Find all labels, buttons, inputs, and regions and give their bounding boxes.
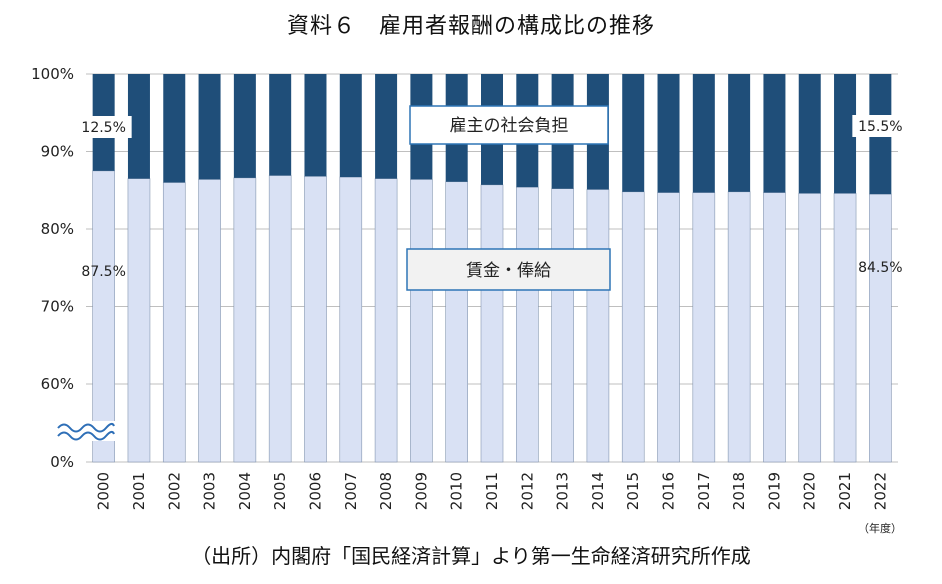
x-tick-label: 2018 xyxy=(730,472,748,510)
x-tick-label: 2019 xyxy=(765,472,783,510)
annotation-2000-employer: 12.5% xyxy=(81,120,125,136)
y-tick-label: 60% xyxy=(41,375,74,393)
annotation-2022-employer: 15.5% xyxy=(858,119,902,135)
bar-wage-segment xyxy=(233,177,257,463)
x-tick-label: 2020 xyxy=(801,472,819,510)
bar-wage-segment xyxy=(339,176,363,463)
x-tick-label: 2014 xyxy=(589,472,607,510)
x-tick-label: 2002 xyxy=(165,472,183,510)
bar-wage-segment xyxy=(763,192,786,463)
annotation-2022-employer-bg xyxy=(852,115,909,137)
bar-employer-segment xyxy=(692,74,715,193)
y-tick-label: 80% xyxy=(41,220,74,238)
bar-wage-segment xyxy=(410,179,433,463)
x-tick-label: 2013 xyxy=(554,472,572,510)
x-tick-label: 2021 xyxy=(836,472,854,510)
x-tick-label: 2008 xyxy=(377,472,395,510)
bar-wage-segment xyxy=(657,192,680,463)
bar-wage-segment xyxy=(516,186,539,463)
bar-wage-segment xyxy=(692,192,716,463)
axis-break-wave xyxy=(57,430,115,441)
y-tick-label: 90% xyxy=(41,143,74,161)
bar-wage-segment xyxy=(727,191,751,463)
x-tick-label: 2012 xyxy=(518,472,536,510)
bar-employer-segment xyxy=(763,74,786,193)
bar-wage-segment xyxy=(798,193,822,463)
bar-employer-segment xyxy=(375,74,398,179)
bar-employer-segment xyxy=(798,74,821,194)
bar-employer-segment xyxy=(233,74,256,178)
x-tick-label: 2010 xyxy=(448,472,466,510)
legend-wage-label: 賃金・俸給 xyxy=(466,261,551,281)
bar-employer-segment xyxy=(198,74,221,180)
bar-employer-segment xyxy=(163,74,186,183)
x-tick-label: 2001 xyxy=(130,472,148,510)
x-tick-label: 2015 xyxy=(624,472,642,510)
bar-wage-segment xyxy=(833,193,857,463)
axis-break-wave xyxy=(57,422,115,433)
bar-wage-segment xyxy=(374,178,398,463)
bar-employer-segment xyxy=(127,74,150,179)
bar-employer-segment xyxy=(834,74,857,194)
chart-title: 資料６ 雇用者報酬の構成比の推移 xyxy=(286,14,655,39)
x-tick-label: 2009 xyxy=(412,472,430,510)
bar-wage-segment xyxy=(869,193,892,463)
bar-employer-segment xyxy=(657,74,680,193)
x-tick-label: 2007 xyxy=(342,472,360,510)
legend-wage-box xyxy=(406,248,611,291)
bar-wage-segment xyxy=(621,191,645,463)
bar-wage-segment xyxy=(162,182,186,463)
x-tick-label: 2003 xyxy=(201,472,219,510)
bar-wage-segment xyxy=(480,184,504,463)
bar-employer-segment xyxy=(622,74,645,192)
bar-wage-segment xyxy=(586,189,610,463)
bar-wage-segment xyxy=(445,181,468,463)
y-tick-label: 70% xyxy=(41,298,74,316)
bar-wage-segment xyxy=(304,176,327,463)
y-tick-label: 100% xyxy=(31,65,74,83)
x-tick-label: 2022 xyxy=(871,472,889,510)
bar-employer-segment xyxy=(269,74,292,176)
annotation-2022-wage: 84.5% xyxy=(858,260,902,276)
bar-wage-segment xyxy=(551,188,574,463)
annotation-2000-wage: 87.5% xyxy=(81,264,125,280)
legend-employer-box xyxy=(409,105,609,145)
x-tick-label: 2005 xyxy=(271,472,289,510)
legend-employer-label: 雇主の社会負担 xyxy=(450,116,569,136)
annotation-2000-employer-bg xyxy=(75,116,132,138)
x-tick-label: 2016 xyxy=(660,472,678,510)
x-tick-label: 2000 xyxy=(95,472,113,510)
bar-wage-segment xyxy=(198,179,221,463)
bar-wage-segment xyxy=(92,170,115,463)
x-tick-label: 2004 xyxy=(236,472,254,510)
x-tick-label: 2011 xyxy=(483,472,501,510)
bar-employer-segment xyxy=(304,74,327,177)
bar-wage-segment xyxy=(268,175,292,463)
bar-wage-segment xyxy=(127,178,151,463)
x-axis-unit: （年度） xyxy=(858,521,902,535)
source-note: （出所）内閣府「国民経済計算」より第一生命経済研究所作成 xyxy=(191,544,751,568)
bar-employer-segment xyxy=(728,74,751,192)
bar-employer-segment xyxy=(339,74,362,178)
x-tick-label: 2006 xyxy=(306,472,324,510)
y-tick-label: 0% xyxy=(50,453,74,471)
x-tick-label: 2017 xyxy=(695,472,713,510)
axis-break-mask xyxy=(56,421,118,441)
